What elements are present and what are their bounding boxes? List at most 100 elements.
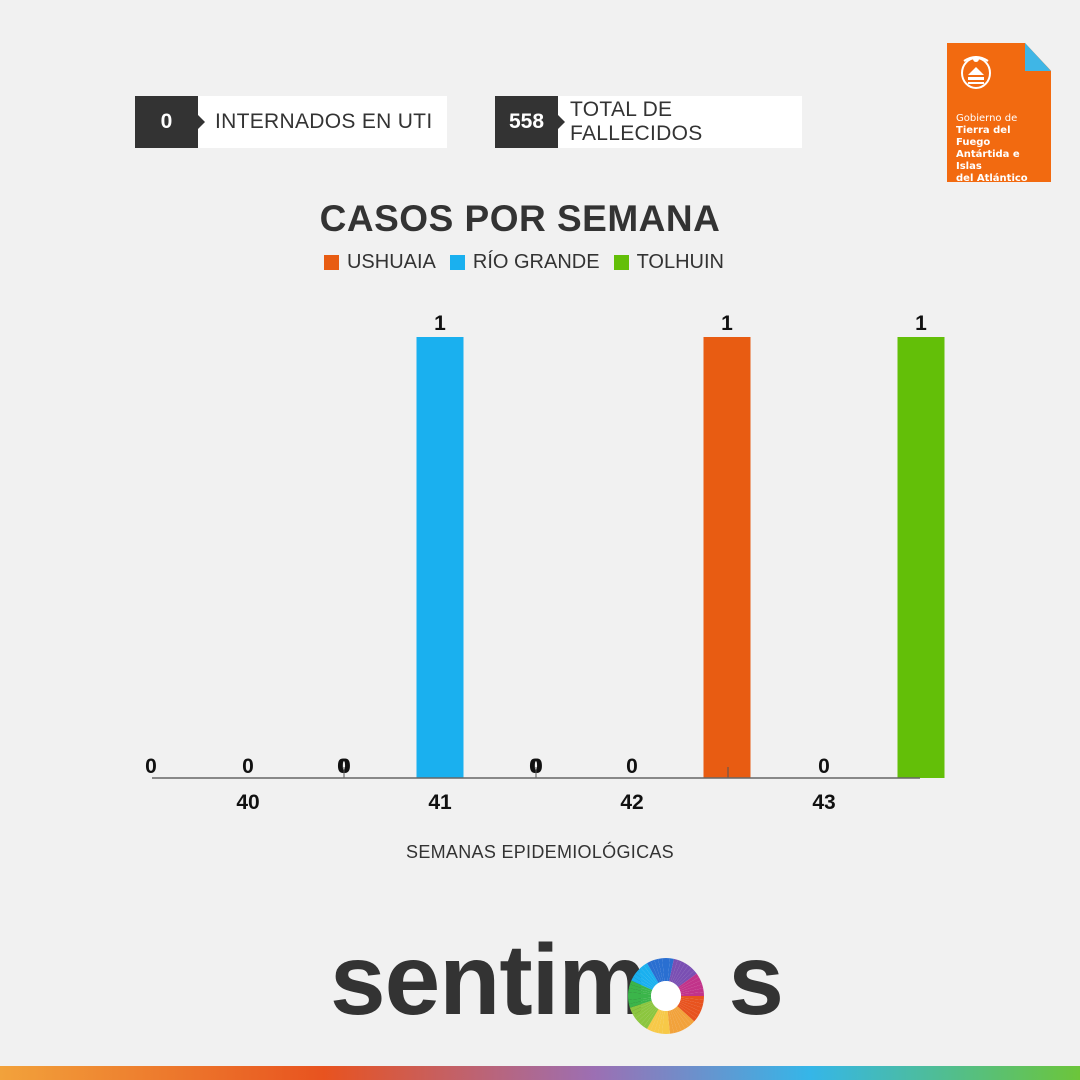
wheel-segment bbox=[680, 999, 704, 1008]
legend-item-rio-grande: RÍO GRANDE bbox=[449, 251, 600, 274]
data-label-43-2: 1 bbox=[915, 312, 927, 335]
wheel-segment bbox=[628, 988, 652, 995]
x-tick-label-42: 42 bbox=[620, 791, 643, 814]
logo-line-2: Tierra del Fuego bbox=[956, 125, 1011, 148]
wheel-segment bbox=[654, 958, 663, 982]
wheel-segment bbox=[680, 988, 704, 995]
data-label-42-1: 0 bbox=[626, 755, 638, 778]
data-label-43-1: 0 bbox=[818, 755, 830, 778]
x-axis-title: SEMANAS EPIDEMIOLÓGICAS bbox=[406, 842, 674, 862]
wheel-segment bbox=[676, 1006, 695, 1025]
wheel-segment bbox=[637, 1006, 656, 1025]
wheel-segment bbox=[670, 1009, 682, 1033]
wheel-segment bbox=[679, 980, 703, 992]
wheel-segment bbox=[676, 967, 695, 986]
x-tick-label-40: 40 bbox=[236, 791, 259, 814]
legend-swatch-rio-grande bbox=[449, 255, 465, 270]
color-wheel-icon bbox=[628, 958, 704, 1034]
wheel-segment bbox=[670, 959, 682, 983]
wheel-segment bbox=[672, 961, 685, 984]
wheel-segment bbox=[640, 965, 658, 985]
wheel-segment bbox=[643, 1008, 659, 1029]
total-fallecidos-label: TOTAL DE FALLECIDOS bbox=[558, 96, 802, 148]
legend-label-ushuaia: USHUAIA bbox=[346, 251, 436, 273]
wheel-segment bbox=[666, 958, 670, 982]
wheel-center bbox=[651, 981, 681, 1011]
data-label-41-0: 0 bbox=[337, 755, 349, 778]
wheel-segment bbox=[673, 963, 689, 984]
wheel-segment bbox=[669, 1010, 678, 1034]
brand-text-end: s bbox=[728, 924, 784, 1036]
wheel-segment bbox=[678, 977, 701, 990]
wheel-segment bbox=[628, 999, 652, 1008]
wheel-segment bbox=[678, 1003, 699, 1019]
wheel-segment bbox=[669, 958, 678, 982]
wheel-segment bbox=[628, 997, 652, 1004]
coat-of-arms-icon bbox=[961, 56, 991, 89]
wheel-segment bbox=[635, 970, 655, 988]
wheel-segment bbox=[637, 967, 656, 986]
wheel-segment bbox=[673, 1008, 689, 1029]
wheel-segment bbox=[628, 996, 652, 1000]
chart-title: CASOS POR SEMANA bbox=[319, 198, 721, 239]
wheel-segment bbox=[680, 997, 704, 1004]
wheel-segment bbox=[662, 1010, 666, 1034]
wheel-segment bbox=[643, 963, 659, 984]
logo-line-4: del Atlántico Sur bbox=[956, 173, 1028, 196]
wheel-segment bbox=[677, 970, 697, 988]
x-tick-label-43: 43 bbox=[812, 791, 835, 814]
bar-chart: 00040010410004210143 bbox=[145, 312, 945, 814]
wheel-segment bbox=[677, 1004, 697, 1022]
data-label-41-1: 1 bbox=[434, 312, 446, 335]
wheel-segment bbox=[635, 1004, 655, 1022]
total-fallecidos-value: 558 bbox=[495, 96, 565, 148]
legend-label-tolhuin: TOLHUIN bbox=[636, 251, 724, 273]
wheel-segment bbox=[629, 1000, 653, 1012]
wheel-segment bbox=[680, 996, 704, 1000]
data-label-42-0: 0 bbox=[529, 755, 541, 778]
data-label-43-0: 1 bbox=[721, 312, 733, 335]
bar-43-2 bbox=[897, 337, 945, 778]
wheel-segment bbox=[647, 961, 660, 984]
wheel-segment bbox=[640, 1007, 658, 1027]
data-label-40-2: 0 bbox=[339, 755, 351, 778]
wheel-segment bbox=[678, 973, 699, 989]
legend-item-ushuaia: USHUAIA bbox=[323, 251, 436, 274]
data-label-41-2: 0 bbox=[531, 755, 543, 778]
wheel-segment bbox=[674, 965, 692, 985]
x-tick-label-41: 41 bbox=[428, 791, 452, 814]
brand-text-start: sentim bbox=[330, 924, 647, 1036]
legend-item-tolhuin: TOLHUIN bbox=[613, 251, 724, 274]
wheel-segment bbox=[666, 1010, 670, 1034]
wheel-segment bbox=[647, 1008, 660, 1031]
chart-legend: USHUAIA RÍO GRANDE TOLHUIN bbox=[0, 251, 1048, 274]
government-logo-text: Gobierno de Tierra del Fuego Antártida e… bbox=[956, 113, 1048, 196]
wheel-segment bbox=[631, 1002, 654, 1015]
wheel-segment bbox=[633, 973, 654, 989]
wheel-segment bbox=[667, 958, 674, 982]
internados-uti-value: 0 bbox=[135, 96, 205, 148]
wheel-segment bbox=[628, 984, 652, 993]
wheel-segment bbox=[678, 1002, 701, 1015]
data-label-40-0: 0 bbox=[145, 755, 157, 778]
legend-swatch-tolhuin bbox=[613, 255, 629, 270]
legend-swatch-ushuaia bbox=[323, 255, 339, 270]
logo-line-1: Gobierno de bbox=[956, 113, 1018, 124]
wheel-segment bbox=[674, 1007, 692, 1027]
wheel-segment bbox=[672, 1008, 685, 1031]
internados-uti-label: INTERNADOS EN UTI bbox=[198, 96, 447, 148]
wheel-segment bbox=[629, 980, 653, 992]
wheel-segment bbox=[654, 1010, 663, 1034]
bottom-gradient-bar bbox=[0, 1066, 1080, 1080]
bar-41-1 bbox=[416, 337, 464, 778]
wheel-segment bbox=[633, 1003, 654, 1019]
wheel-segment bbox=[680, 984, 704, 993]
wheel-segment bbox=[662, 958, 666, 982]
wheel-segment bbox=[650, 1009, 662, 1033]
wheel-segment bbox=[658, 958, 665, 982]
stat-internados-uti: 0 INTERNADOS EN UTI bbox=[135, 96, 447, 148]
data-label-40-1: 0 bbox=[242, 755, 254, 778]
wheel-segment bbox=[628, 992, 652, 996]
stat-total-fallecidos: 558 TOTAL DE FALLECIDOS bbox=[495, 96, 802, 148]
wheel-segment bbox=[679, 1000, 703, 1012]
